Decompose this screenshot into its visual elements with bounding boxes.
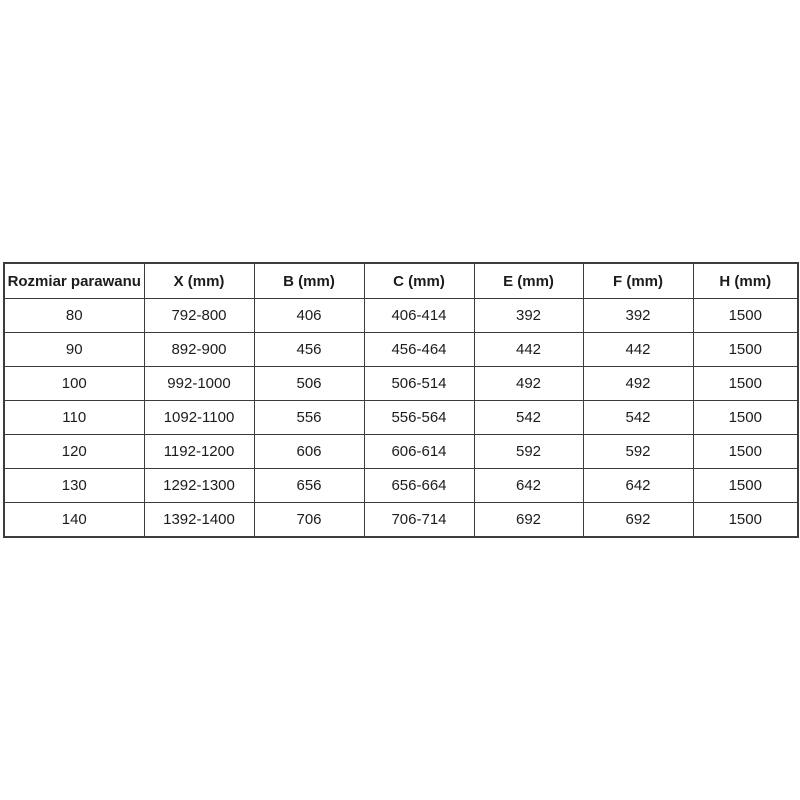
table-cell: 110 [3, 400, 145, 435]
column-header-e: E (mm) [473, 262, 584, 299]
table-cell: 792-800 [143, 298, 255, 333]
table-cell: 492 [473, 366, 584, 401]
table-cell: 542 [473, 400, 584, 435]
table-cell: 406-414 [363, 298, 475, 333]
table-cell: 656-664 [363, 468, 475, 503]
table-cell: 556-564 [363, 400, 475, 435]
table-cell: 992-1000 [143, 366, 255, 401]
table-cell: 120 [3, 434, 145, 469]
table-row: 120 1192-1200 606 606-614 592 592 1500 [3, 434, 799, 469]
table-row: 90 892-900 456 456-464 442 442 1500 [3, 332, 799, 367]
table-cell: 1500 [692, 400, 799, 435]
table-cell: 80 [3, 298, 145, 333]
table-cell: 1500 [692, 434, 799, 469]
table-cell: 456-464 [363, 332, 475, 367]
table-cell: 606-614 [363, 434, 475, 469]
table-cell: 592 [582, 434, 694, 469]
column-header-x: X (mm) [143, 262, 255, 299]
table-row: 100 992-1000 506 506-514 492 492 1500 [3, 366, 799, 401]
table-cell: 442 [473, 332, 584, 367]
table-cell: 892-900 [143, 332, 255, 367]
table-cell: 1500 [692, 298, 799, 333]
table-cell: 1500 [692, 502, 799, 538]
table-cell: 90 [3, 332, 145, 367]
table-cell: 606 [253, 434, 365, 469]
table-cell: 692 [473, 502, 584, 538]
table-cell: 1500 [692, 332, 799, 367]
table-cell: 642 [473, 468, 584, 503]
table-cell: 1392-1400 [143, 502, 255, 538]
table-cell: 456 [253, 332, 365, 367]
table-cell: 706-714 [363, 502, 475, 538]
table-cell: 706 [253, 502, 365, 538]
table-cell: 1092-1100 [143, 400, 255, 435]
table-cell: 140 [3, 502, 145, 538]
table-cell: 392 [582, 298, 694, 333]
table-cell: 442 [582, 332, 694, 367]
table-cell: 656 [253, 468, 365, 503]
column-header-b: B (mm) [253, 262, 365, 299]
header-row: Rozmiar parawanu X (mm) B (mm) C (mm) E … [3, 262, 799, 299]
column-header-h: H (mm) [692, 262, 799, 299]
table-cell: 130 [3, 468, 145, 503]
table-cell: 592 [473, 434, 584, 469]
table-cell: 1500 [692, 468, 799, 503]
table-row: 110 1092-1100 556 556-564 542 542 1500 [3, 400, 799, 435]
table-cell: 642 [582, 468, 694, 503]
table-cell: 100 [3, 366, 145, 401]
table-cell: 1192-1200 [143, 434, 255, 469]
table-cell: 392 [473, 298, 584, 333]
table-cell: 492 [582, 366, 694, 401]
table-cell: 506-514 [363, 366, 475, 401]
column-header-f: F (mm) [582, 262, 694, 299]
table-cell: 1500 [692, 366, 799, 401]
column-header-c: C (mm) [363, 262, 475, 299]
table-row: 130 1292-1300 656 656-664 642 642 1500 [3, 468, 799, 503]
table-cell: 1292-1300 [143, 468, 255, 503]
table-cell: 506 [253, 366, 365, 401]
table-cell: 542 [582, 400, 694, 435]
table-row: 80 792-800 406 406-414 392 392 1500 [3, 298, 799, 333]
table-cell: 556 [253, 400, 365, 435]
table-cell: 406 [253, 298, 365, 333]
shower-screen-size-table: Rozmiar parawanu X (mm) B (mm) C (mm) E … [3, 262, 799, 538]
column-header-rozmiar: Rozmiar parawanu [3, 262, 145, 299]
table-row: 140 1392-1400 706 706-714 692 692 1500 [3, 502, 799, 538]
table-cell: 692 [582, 502, 694, 538]
